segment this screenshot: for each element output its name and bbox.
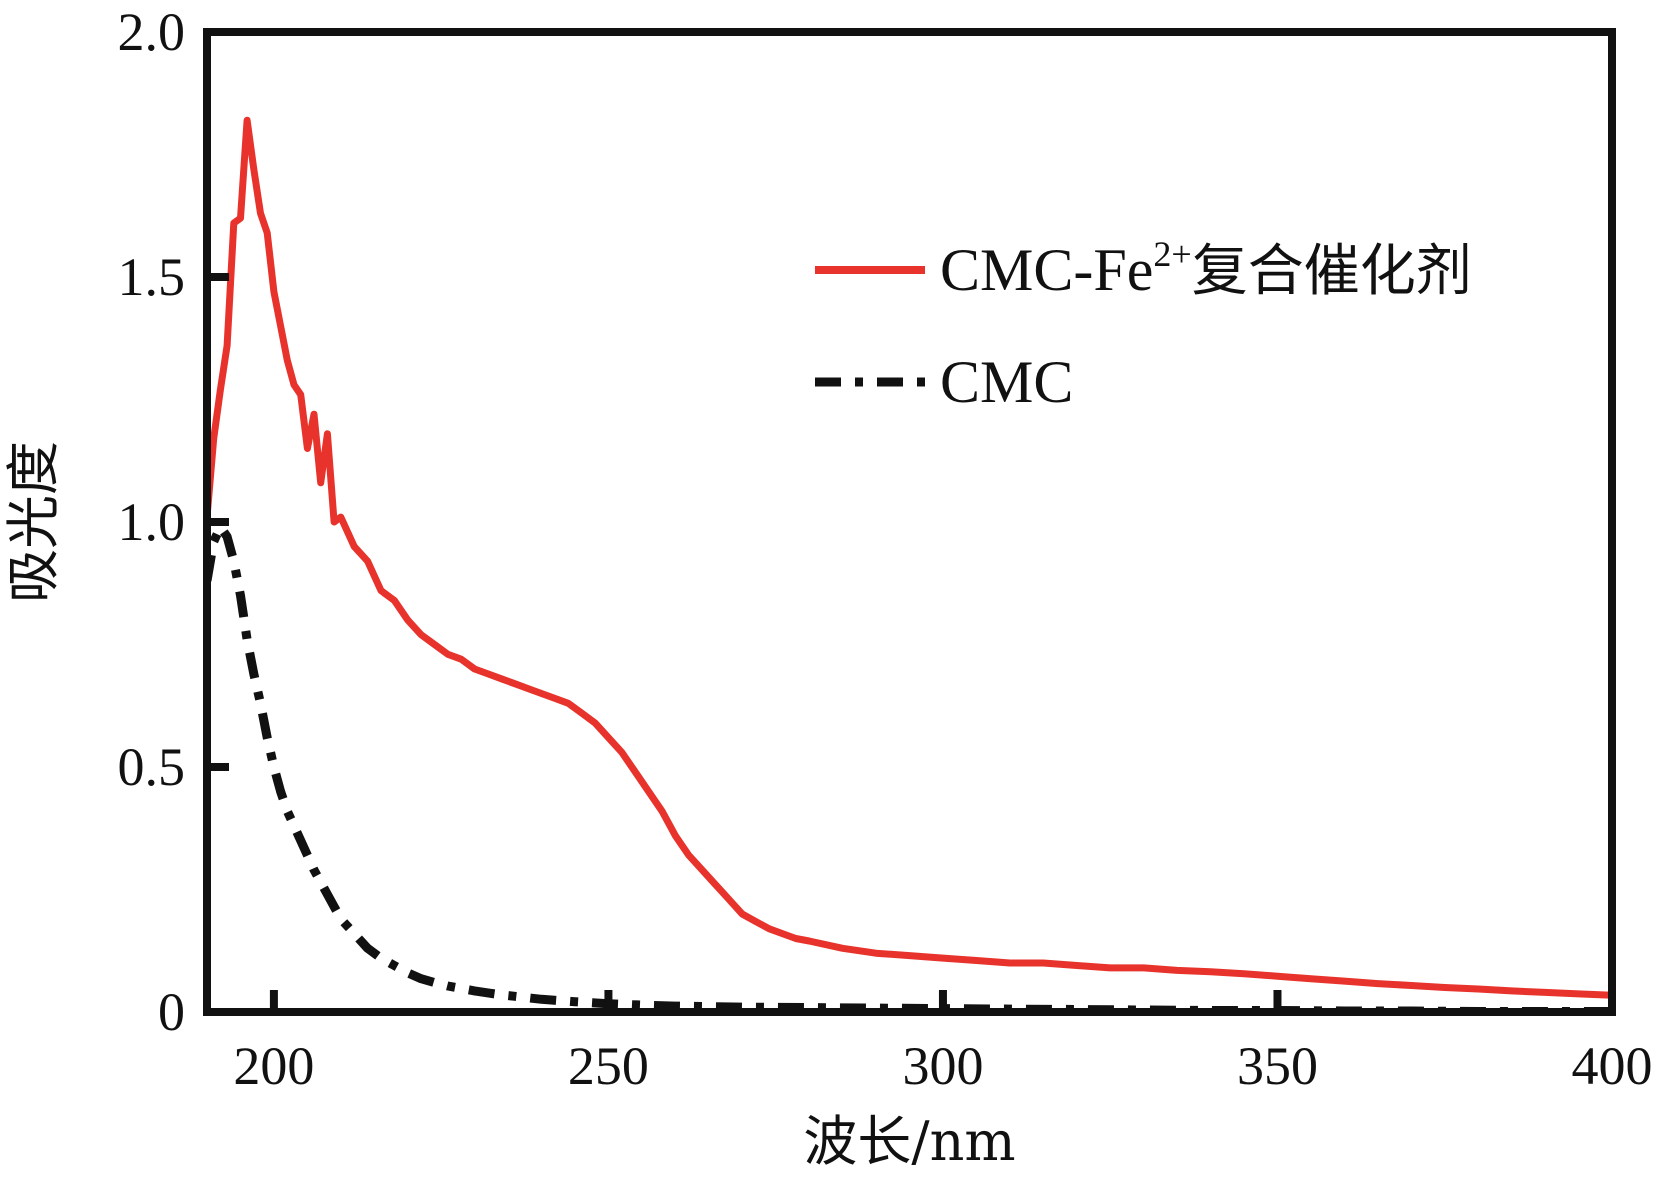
legend: CMC-Fe2+复合催化剂 CMC: [815, 234, 1472, 415]
y-tick-label: 2.0: [118, 2, 186, 62]
legend-label-cmc: CMC: [940, 349, 1073, 415]
x-tick-label: 200: [233, 1036, 314, 1096]
x-tick-label: 350: [1237, 1036, 1318, 1096]
x-tick-label: 300: [902, 1036, 983, 1096]
plot-frame: [203, 28, 1616, 1016]
series-line-cmc: [207, 522, 1612, 1012]
legend-label-cmc-fe: CMC-Fe2+复合催化剂: [940, 234, 1472, 304]
x-tick-label: 400: [1572, 1036, 1653, 1096]
y-tick-label: 0: [158, 982, 185, 1042]
axes: 200 250 300 350 400 0 0.5 1.0 1.5 2.0: [118, 2, 1653, 1096]
x-axis-title: 波长/nm: [803, 1110, 1015, 1173]
y-tick-label: 0.5: [118, 737, 186, 797]
x-tick-label: 250: [568, 1036, 649, 1096]
series-line-cmc-fe: [207, 116, 1612, 999]
y-tick-label: 1.5: [118, 247, 186, 307]
y-tick-label: 1.0: [118, 492, 186, 552]
y-axis-title: 吸光度: [2, 441, 65, 603]
